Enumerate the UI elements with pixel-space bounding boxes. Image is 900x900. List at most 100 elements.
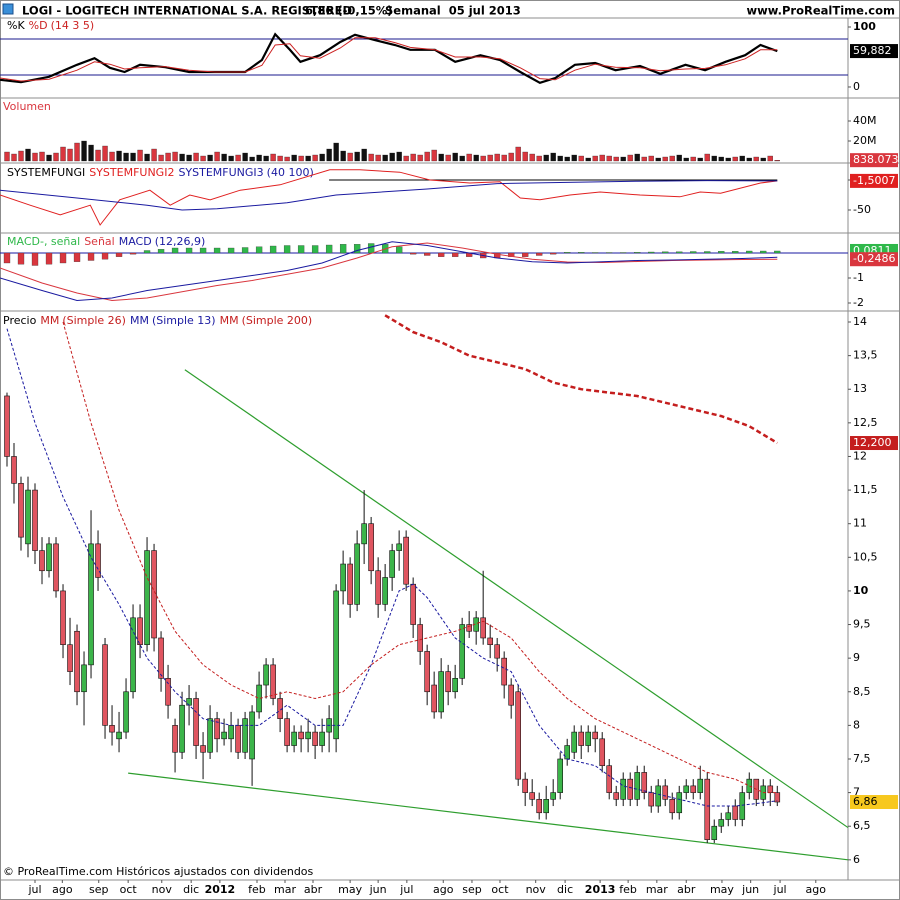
histogram-bar [31,252,39,266]
volume-bar [494,153,500,162]
candle-body [368,523,374,572]
histogram-bar [339,244,347,254]
candle-body [550,792,556,800]
candle-body [256,684,262,713]
histogram-bar [73,252,81,262]
volume-bar [263,155,269,162]
volume-bar [550,152,556,162]
label-text: Volumen [3,100,51,113]
legend-entry: Señal [84,235,115,248]
candle-body [487,637,493,646]
y-tick-label: 8,5 [853,685,871,698]
volume-bar [683,157,689,162]
histogram-bar [718,251,725,254]
candle-body [305,731,311,740]
candle-body [249,711,255,760]
y-tick-label: 13,5 [853,349,878,362]
last-value-box [850,173,898,188]
candle-body [375,570,381,605]
volume-bar [473,154,479,162]
x-tick-label: ago [52,883,73,896]
volume-bar [697,157,703,162]
candle-body [424,651,430,693]
candle-body [438,671,444,713]
legend-params: (Simple 13) [152,314,216,327]
volume-bar [711,155,717,162]
candle-body [102,644,108,726]
volume-bar [578,155,584,162]
candle-body [669,799,676,814]
legend-entry: SYSTEMFUNGI [7,166,85,179]
histogram-bar [17,252,25,265]
x-tick-label: jun [369,883,387,896]
x-tick-label: abr [677,883,696,896]
candle-body [340,563,346,592]
candle-body [578,731,585,746]
volume-bar [725,157,731,162]
legend-entry: MM [130,314,149,327]
volume-bar [627,154,633,162]
volume-bar [536,155,542,162]
volume-bar [606,155,612,162]
volume-bar [641,156,647,162]
volume-bar [459,155,465,162]
volume-bar [277,155,283,162]
volume-bar [67,148,73,162]
histogram-bar [648,251,655,254]
legend-params: (14 3 5) [51,19,95,32]
volume-bar [746,157,752,162]
footer: © ProRealTime.com Históricos ajustados c… [3,865,314,878]
candle-body [347,563,353,605]
volume-bar [767,155,773,162]
histogram-bar [87,252,95,261]
volume-bar [165,152,171,162]
candle-body [711,825,718,840]
volume-bar [417,154,423,162]
candle-body [613,792,620,800]
volume-bar [151,148,157,162]
histogram-bar [241,247,249,254]
histogram-bar [522,252,529,257]
series-line [0,242,778,302]
y-tick-label: 6 [853,853,860,866]
candle-body [767,785,774,793]
candle-body [354,543,360,605]
volume-bar [95,149,101,162]
candle-body [382,577,388,605]
volume-bar [585,157,591,162]
candle-body [60,590,66,646]
volume-bar [214,151,220,162]
volume-bar [39,151,45,162]
volume-bar [319,153,325,162]
x-tick-label: 2013 [585,883,616,896]
volume-bar [774,160,780,162]
histogram-bar [367,243,375,254]
volume-bar [270,153,276,162]
volume-bar [25,148,31,162]
x-tick-label: may [338,883,362,896]
histogram-bar [438,252,445,257]
candle-body [480,617,486,639]
candle-body [774,792,781,803]
volume-bar [46,154,52,162]
candle-body [564,745,571,760]
volume-bar [123,152,129,162]
candle-body [396,543,402,551]
volume-bar [74,142,80,162]
y-tick-label: 13 [853,382,867,395]
volume-bar [438,153,444,162]
candle-body [312,731,318,746]
volume-bar [571,154,577,162]
candle-body [725,812,732,820]
candle-body [459,624,465,679]
volume-bar [81,140,87,162]
series-line [62,321,778,794]
last-value-label: -0,2486 [853,252,895,265]
volume-bar [340,150,346,162]
trendline [128,772,849,861]
last-value-box [850,795,898,810]
histogram-bar [409,252,417,255]
histogram-bar [199,247,207,254]
